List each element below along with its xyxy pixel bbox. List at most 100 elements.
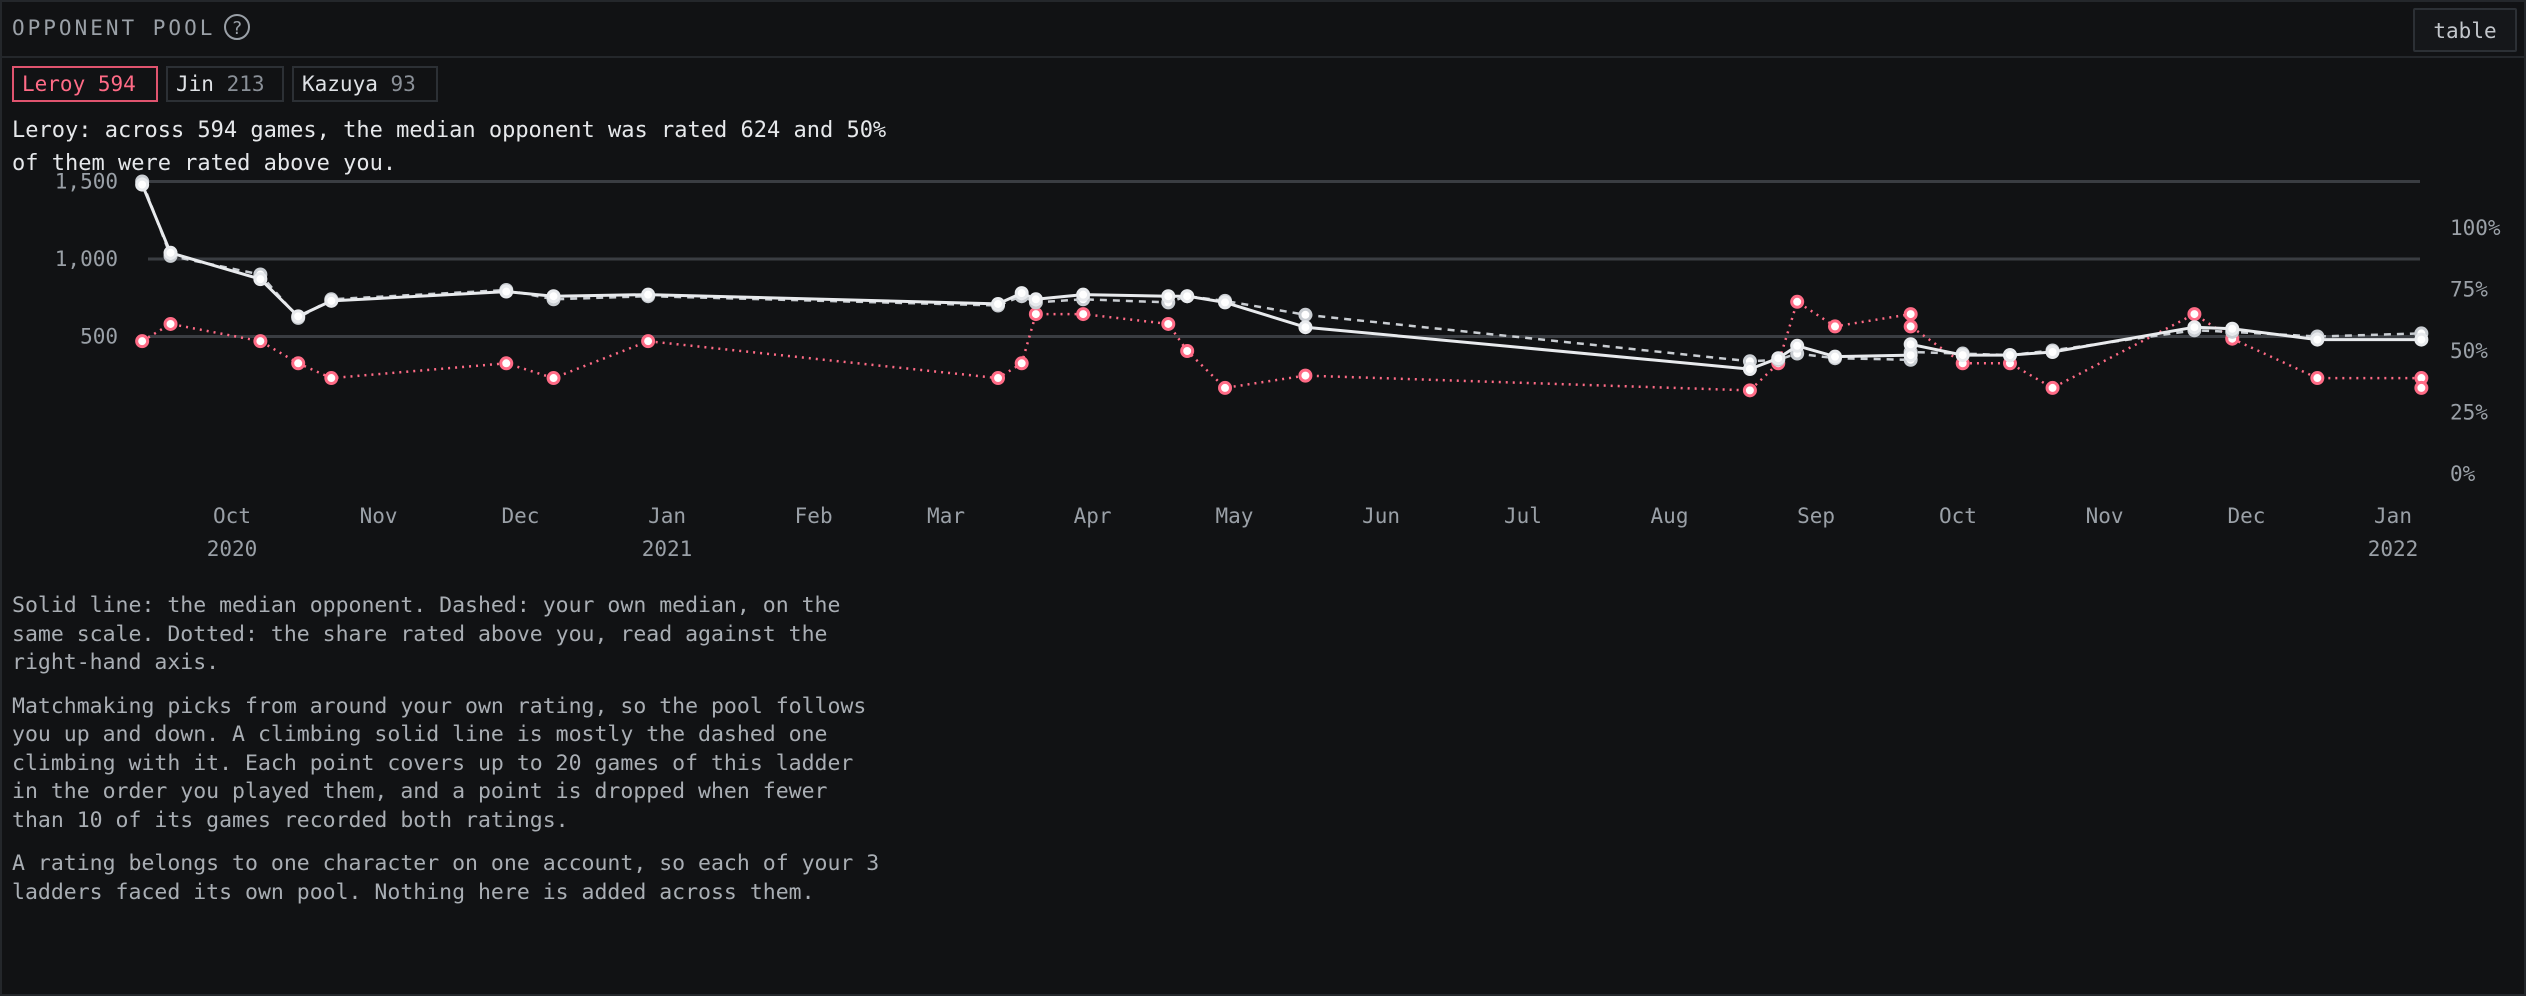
- x-year-label: 2021: [642, 537, 693, 561]
- median-opponent-point: [1742, 362, 1757, 377]
- median-opponent-point: [1955, 348, 1970, 363]
- x-tick-label: Apr: [1074, 504, 1112, 528]
- share-above-point: [1180, 344, 1195, 358]
- x-tick-label: Jan: [648, 504, 686, 528]
- tab-leroy[interactable]: Leroy 594: [12, 66, 158, 102]
- summary-text: Leroy: across 594 games, the median oppo…: [12, 118, 887, 176]
- note-legend: Solid line: the median opponent. Dashed:…: [12, 593, 841, 675]
- y2-tick-label: 25%: [2450, 401, 2488, 425]
- share-above-point: [253, 334, 268, 349]
- share-above-point: [2187, 307, 2202, 322]
- median-opponent-point: [135, 177, 150, 192]
- share-above-point: [641, 334, 656, 349]
- tab-count: 93: [390, 72, 416, 96]
- share-above-point: [1790, 294, 1805, 309]
- x-tick-label: Nov: [360, 504, 398, 528]
- x-tick-label: Oct: [213, 504, 251, 528]
- median-opponent-point: [1076, 287, 1091, 302]
- median-opponent-point: [2187, 320, 2202, 335]
- tab-label: Jin: [176, 72, 214, 96]
- median-opponent-point: [324, 293, 339, 308]
- x-tick-label: Aug: [1651, 504, 1689, 528]
- y2-tick-label: 50%: [2450, 339, 2488, 363]
- share-above-point: [2414, 380, 2429, 395]
- median-opponent-point: [1903, 337, 1918, 352]
- median-opponent-point: [2414, 332, 2429, 347]
- median-opponent-point: [1161, 289, 1176, 304]
- tab-count: 213: [226, 72, 265, 96]
- y-tick-label: 500: [80, 325, 118, 349]
- median-opponent-point: [1298, 320, 1313, 335]
- median-opponent-point: [1180, 289, 1195, 304]
- x-tick-label: Jun: [1362, 504, 1400, 528]
- tab-label: Leroy: [22, 72, 86, 96]
- panel-title: OPPONENT POOL: [12, 16, 216, 40]
- median-opponent-point: [2002, 348, 2017, 363]
- chart-notes: Solid line: the median opponent. Dashed:…: [12, 592, 892, 922]
- table-view-button[interactable]: table: [2413, 8, 2517, 52]
- share-above-point: [1014, 356, 1029, 371]
- share-above-point: [163, 316, 178, 331]
- x-tick-label: Nov: [2086, 504, 2124, 528]
- panel-header: OPPONENT POOL ? table: [2, 2, 2524, 58]
- help-icon[interactable]: ?: [224, 14, 250, 40]
- x-year-label: 2022: [2368, 537, 2419, 561]
- own-median-point: [1298, 307, 1313, 322]
- share-above-point: [135, 334, 150, 349]
- median-opponent-point: [1014, 286, 1029, 301]
- median-opponent-point: [2045, 345, 2060, 359]
- tab-jin[interactable]: Jin 213: [166, 66, 284, 102]
- median-opponent-point: [991, 296, 1006, 311]
- x-tick-label: Sep: [1797, 504, 1835, 528]
- x-tick-label: Oct: [1939, 504, 1977, 528]
- share-above-point: [1028, 307, 1043, 322]
- share-above-point: [1903, 307, 1918, 322]
- median-opponent-point: [546, 289, 561, 304]
- share-above-point: [991, 371, 1006, 386]
- median-opponent-point: [2225, 321, 2240, 336]
- median-opponent-point: [163, 245, 178, 260]
- x-tick-label: Feb: [795, 504, 833, 528]
- y-tick-label: 1,500: [55, 170, 118, 194]
- median-opponent-point: [1828, 349, 1843, 364]
- share-above-line: [141, 300, 2423, 392]
- median-opponent-point: [1771, 351, 1786, 366]
- share-above-point: [2310, 371, 2325, 386]
- x-tick-label: Dec: [2227, 504, 2265, 528]
- x-tick-label: May: [1216, 504, 1254, 528]
- share-above-point: [1828, 319, 1843, 334]
- share-above-point: [1298, 368, 1313, 383]
- tab-kazuya[interactable]: Kazuya 93: [292, 66, 438, 102]
- share-above-point: [1161, 316, 1176, 331]
- y2-tick-label: 75%: [2450, 278, 2488, 302]
- median-opponent-point: [291, 309, 306, 324]
- tab-label: Kazuya: [302, 72, 378, 96]
- share-above-point: [324, 371, 339, 386]
- share-above-point: [546, 371, 561, 386]
- share-above-point: [291, 356, 306, 371]
- x-year-label: 2020: [207, 537, 258, 561]
- y2-tick-label: 0%: [2450, 462, 2476, 486]
- median-opponent-point: [1790, 338, 1805, 353]
- own-median-line: [141, 181, 2422, 363]
- share-above-point: [1742, 383, 1757, 398]
- share-above-point: [1076, 307, 1091, 322]
- median-opponent-point: [1028, 292, 1043, 307]
- share-above-point: [1903, 319, 1918, 334]
- x-tick-label: Mar: [927, 504, 965, 528]
- share-above-point: [499, 356, 514, 371]
- note-ladders: A rating belongs to one character on one…: [12, 851, 880, 905]
- x-tick-label: Jul: [1504, 504, 1542, 528]
- opponent-rating-chart: 500 1,000 1,500 0% 25% 50% 75% 100% Oct 2020 Nov De…: [55, 170, 2501, 562]
- x-tick-label: Dec: [501, 504, 539, 528]
- y2-tick-label: 100%: [2450, 216, 2501, 240]
- tab-count: 594: [97, 72, 136, 96]
- note-matchmaking: Matchmaking picks from around your own r…: [12, 693, 867, 833]
- median-opponent-line: [140, 184, 2422, 371]
- share-above-point: [2045, 380, 2060, 395]
- y-tick-label: 1,000: [55, 247, 118, 271]
- share-above-point: [1218, 380, 1233, 395]
- median-opponent-point: [253, 272, 268, 287]
- median-opponent-point: [641, 287, 656, 302]
